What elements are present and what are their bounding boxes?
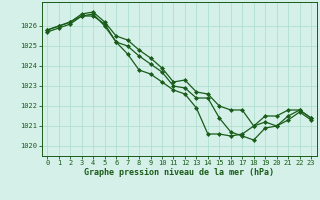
X-axis label: Graphe pression niveau de la mer (hPa): Graphe pression niveau de la mer (hPa) bbox=[84, 168, 274, 177]
